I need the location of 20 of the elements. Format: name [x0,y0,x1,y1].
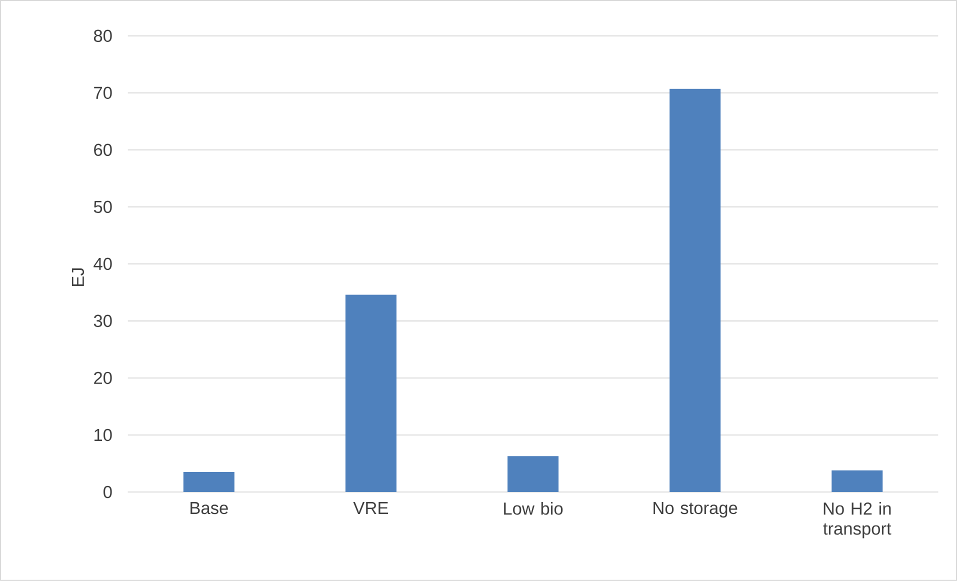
bar [670,88,721,492]
y-tick-label: 0 [104,486,112,498]
bar [183,472,234,492]
y-tick-label: 20 [94,372,112,384]
y-tick-label: 10 [94,428,112,442]
x-tick-label: Low bio [504,502,563,515]
bar [345,294,396,492]
bar [508,456,559,492]
x-tick-label: No storage [654,502,738,518]
x-tick-label: Base [190,502,228,514]
y-tick-label: 60 [94,144,112,156]
y-axis-title: EJ [72,268,84,286]
y-tick-label: 80 [94,30,112,42]
x-tick-label: No H2 in transport [823,502,892,538]
y-tick-label: 40 [94,258,112,270]
y-tick-label: 50 [94,200,112,214]
bar [832,470,883,492]
y-tick-label: 70 [94,86,112,100]
x-tick-label: VRE [353,502,388,514]
y-tick-label: 30 [94,314,112,328]
